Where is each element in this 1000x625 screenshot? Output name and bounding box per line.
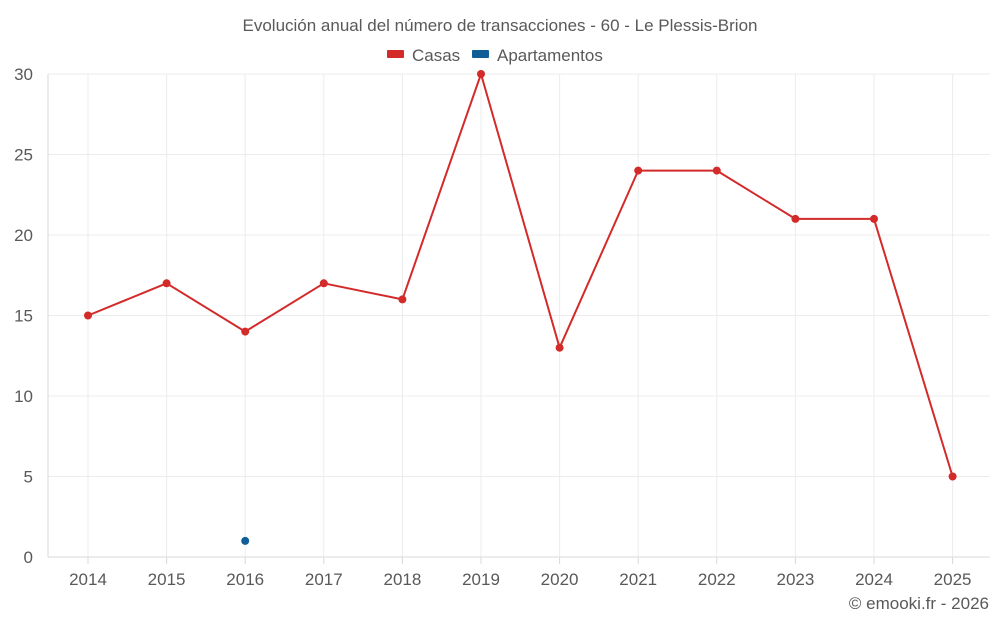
data-point-casas[interactable] xyxy=(398,295,407,304)
data-point-casas[interactable] xyxy=(477,70,485,78)
y-tick-label: 5 xyxy=(24,468,33,487)
x-tick-label: 2014 xyxy=(69,570,107,589)
y-tick-label: 20 xyxy=(14,226,33,245)
y-tick-label: 10 xyxy=(14,387,33,406)
x-tick-label: 2022 xyxy=(698,570,736,589)
legend-label-apartamentos[interactable]: Apartamentos xyxy=(497,46,603,65)
chart-legend: Casas Apartamentos xyxy=(387,46,603,65)
data-point-casas[interactable] xyxy=(948,472,957,481)
x-axis-ticks: 2014 2015 2016 2017 2018 2019 2020 2021 2022 2023… xyxy=(69,557,972,589)
x-tick-label: 2025 xyxy=(934,570,972,589)
x-tick-label: 2016 xyxy=(226,570,264,589)
x-tick-label: 2018 xyxy=(383,570,421,589)
legend-swatch-casas xyxy=(387,50,404,58)
data-point-apartamentos[interactable] xyxy=(241,536,250,545)
data-point-casas[interactable] xyxy=(319,279,328,288)
legend-label-casas[interactable]: Casas xyxy=(412,46,460,65)
x-tick-label: 2015 xyxy=(148,570,186,589)
y-tick-label: 15 xyxy=(14,307,33,326)
series-line-casas xyxy=(87,73,954,477)
x-gridlines xyxy=(47,74,954,557)
x-tick-label: 2024 xyxy=(855,570,893,589)
series-layer xyxy=(84,70,957,545)
y-tick-label: 25 xyxy=(14,146,33,165)
legend-swatch-apartamentos xyxy=(472,50,489,58)
data-point-casas[interactable] xyxy=(791,214,800,223)
x-tick-label: 2020 xyxy=(541,570,579,589)
data-point-casas[interactable] xyxy=(162,279,171,288)
y-gridlines xyxy=(48,73,990,558)
data-point-casas[interactable] xyxy=(634,166,643,175)
x-tick-label: 2017 xyxy=(305,570,343,589)
x-tick-label: 2023 xyxy=(776,570,814,589)
y-tick-label: 0 xyxy=(24,548,33,567)
data-point-casas[interactable] xyxy=(241,327,250,336)
x-tick-label: 2021 xyxy=(619,570,657,589)
x-tick-label: 2019 xyxy=(462,570,500,589)
data-point-casas[interactable] xyxy=(84,311,92,320)
chart-title: Evolución anual del número de transaccio… xyxy=(243,16,758,35)
data-point-casas[interactable] xyxy=(870,214,878,223)
y-tick-label: 30 xyxy=(14,65,33,84)
y-axis-ticks: 0 5 10 15 20 25 30 xyxy=(14,65,33,567)
data-point-casas[interactable] xyxy=(712,166,721,175)
data-point-casas[interactable] xyxy=(555,343,564,352)
credit-label: © emooki.fr - 2026 xyxy=(849,594,989,613)
